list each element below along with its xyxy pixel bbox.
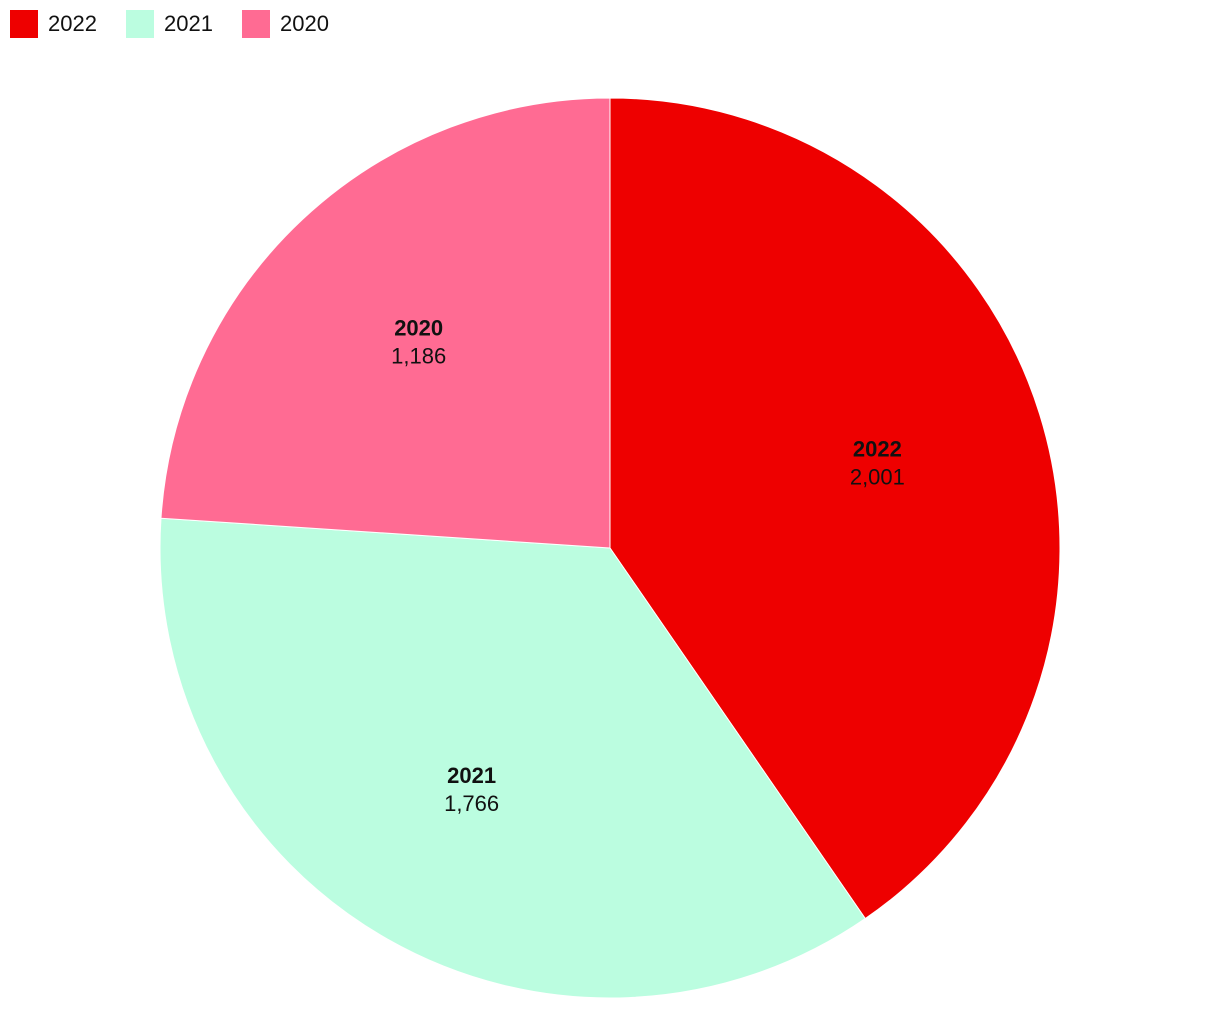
- pie-slice: [160, 97, 611, 549]
- slice-label: 2020: [394, 315, 443, 340]
- legend-swatch: [10, 10, 38, 38]
- pie-slice: [159, 517, 866, 999]
- legend-swatch: [126, 10, 154, 38]
- slice-label: 2022: [853, 437, 902, 462]
- slice-value: 2,001: [850, 465, 905, 490]
- slice-value: 1,766: [444, 791, 499, 816]
- legend-swatch: [242, 10, 270, 38]
- pie-slice: [609, 97, 1061, 920]
- legend-label: 2021: [164, 11, 213, 36]
- slice-label: 2021: [447, 763, 496, 788]
- slice-value: 1,186: [391, 343, 446, 368]
- legend-label: 2020: [280, 11, 329, 36]
- legend-label: 2022: [48, 11, 97, 36]
